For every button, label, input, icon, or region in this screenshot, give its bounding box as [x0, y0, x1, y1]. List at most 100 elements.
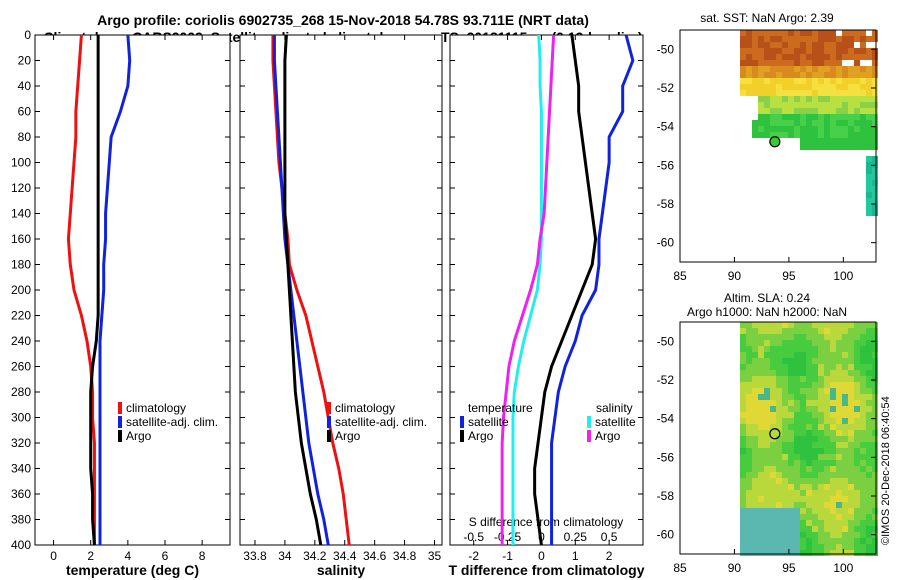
x-tick-label: -1: [502, 549, 513, 563]
map-cell: [788, 346, 794, 352]
map-cell: [782, 424, 788, 430]
map-cell: [854, 346, 860, 352]
map-cell: [788, 454, 794, 460]
map-cell: [770, 334, 776, 340]
map-cell: [830, 66, 836, 72]
map-cell: [866, 544, 872, 550]
map-cell: [782, 340, 788, 346]
map-cell: [782, 334, 788, 340]
map-cell: [752, 406, 758, 412]
map-cell: [782, 358, 788, 364]
map-cell: [824, 54, 830, 60]
map-cell: [806, 42, 812, 48]
map-cell: [794, 526, 800, 532]
map-cell: [740, 418, 746, 424]
map-cell: [782, 376, 788, 382]
map-cell: [860, 90, 866, 96]
map-cell: [746, 382, 752, 388]
map-cell: [800, 114, 806, 120]
map-cell: [866, 132, 872, 138]
map-cell: [794, 84, 800, 90]
x-axis-label: salinity: [317, 562, 365, 578]
map-cell: [806, 340, 812, 346]
map-cell: [746, 436, 752, 442]
map-cell: [764, 406, 770, 412]
map-cell: [848, 412, 854, 418]
map-cell: [854, 484, 860, 490]
map-cell: [770, 54, 776, 60]
map-cell: [806, 352, 812, 358]
map-cell: [848, 508, 854, 514]
map-cell: [860, 54, 866, 60]
map-cell: [854, 508, 860, 514]
map-cell: [818, 508, 824, 514]
map-cell: [824, 48, 830, 54]
map-cell: [770, 442, 776, 448]
y-tick-label: 200: [11, 283, 31, 297]
map-cell: [764, 448, 770, 454]
map-cell: [782, 328, 788, 334]
map-cell: [830, 84, 836, 90]
map-cell: [818, 424, 824, 430]
map-cell: [812, 138, 818, 144]
map-frame: [679, 29, 877, 263]
map-cell: [806, 382, 812, 388]
map-cell: [812, 60, 818, 66]
legend-label: satellite-adj. clim.: [126, 415, 218, 429]
map-cell: [746, 48, 752, 54]
map-cell: [866, 550, 872, 556]
map-cell: [848, 442, 854, 448]
map-cell: [830, 78, 836, 84]
map-cell: [830, 508, 836, 514]
map-cell: [854, 334, 860, 340]
map-cell: [794, 394, 800, 400]
map-cell: [860, 454, 866, 460]
x-tick-label: 100: [833, 561, 853, 575]
map-cell: [776, 126, 782, 132]
map-cell: [800, 496, 806, 502]
map-cell: [752, 442, 758, 448]
map-cell: [788, 108, 794, 114]
map-cell: [872, 418, 878, 424]
map-cell: [746, 460, 752, 466]
map-cell: [830, 144, 836, 150]
legend-label: climatology: [126, 401, 186, 415]
map-cell: [806, 538, 812, 544]
map-cell: [854, 66, 860, 72]
map-cell: [872, 478, 878, 484]
map-cell: [740, 436, 746, 442]
y-tick-label: -50: [657, 334, 675, 348]
map-cell: [866, 466, 872, 472]
map-cell: [866, 186, 872, 192]
map-cell: [764, 514, 770, 520]
map-cell: [758, 520, 764, 526]
map-cell: [866, 138, 872, 144]
map-cell: [764, 30, 770, 36]
map-cell: [830, 430, 836, 436]
map-cell: [764, 382, 770, 388]
map-cell: [842, 514, 848, 520]
map-cell: [836, 388, 842, 394]
map-cell: [782, 430, 788, 436]
map-cell: [764, 352, 770, 358]
y-tick-label: 300: [11, 411, 31, 425]
map-cell: [866, 174, 872, 180]
y-tick-label: 40: [18, 79, 32, 93]
map-cell: [872, 346, 878, 352]
map-cell: [782, 54, 788, 60]
map-cell: [764, 472, 770, 478]
map-cell: [758, 382, 764, 388]
map-cell: [830, 484, 836, 490]
map-cell: [812, 102, 818, 108]
map-cell: [794, 520, 800, 526]
map-cell: [800, 322, 806, 328]
map-cell: [860, 334, 866, 340]
map-cell: [758, 340, 764, 346]
map-cell: [848, 120, 854, 126]
map-cell: [752, 346, 758, 352]
map-cell: [794, 48, 800, 54]
map-cell: [872, 322, 878, 328]
map-cell: [860, 394, 866, 400]
map-cell: [812, 448, 818, 454]
map-cell: [836, 138, 842, 144]
